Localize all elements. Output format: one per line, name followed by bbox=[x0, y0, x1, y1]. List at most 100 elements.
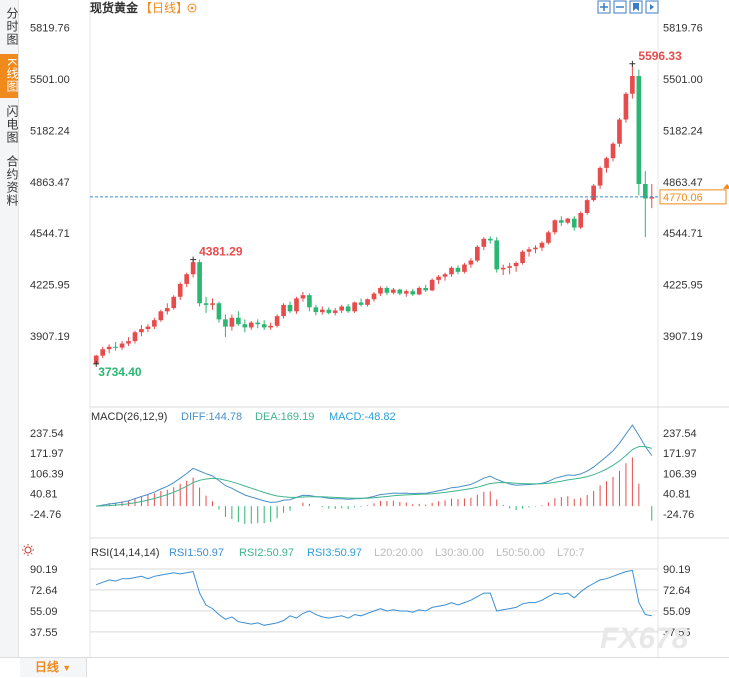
candle-body bbox=[332, 310, 338, 313]
price-axis-tick-left: 4863.47 bbox=[30, 177, 70, 189]
candle-body bbox=[319, 309, 325, 313]
candle-body bbox=[442, 274, 448, 277]
candle-body bbox=[487, 238, 493, 241]
candle-body bbox=[171, 296, 177, 309]
candle-body bbox=[429, 279, 435, 291]
price-axis-tick-left: 3907.19 bbox=[30, 331, 70, 343]
last-price-box bbox=[659, 189, 727, 205]
rsi-axis-tick-left: 90.19 bbox=[30, 564, 58, 576]
candle-body bbox=[475, 246, 480, 261]
candle-body bbox=[248, 322, 254, 328]
macd-title: MACD(26,12,9) bbox=[91, 411, 167, 423]
candle-body bbox=[197, 262, 202, 304]
l30-legend: L30:30.00 bbox=[435, 547, 484, 559]
candle-body bbox=[358, 302, 364, 305]
candle-body bbox=[352, 302, 357, 312]
candle-body bbox=[526, 249, 532, 252]
candle-body bbox=[604, 158, 609, 168]
local-high-label: 4381.29 bbox=[199, 245, 243, 259]
tab-flash-chart[interactable]: 闪电图 bbox=[5, 104, 19, 144]
rsi-axis-tick-right: 90.19 bbox=[663, 564, 691, 576]
price-axis-tick-right: 4863.47 bbox=[663, 177, 703, 189]
candle-body bbox=[462, 264, 467, 272]
bottom-bar: 日线 ▼ bbox=[0, 657, 729, 677]
bookmark-icon[interactable] bbox=[629, 0, 643, 14]
tab-contract-info[interactable]: 合约资料 bbox=[5, 155, 19, 207]
exit-icon[interactable] bbox=[645, 0, 659, 14]
tab-kline[interactable]: K线图 bbox=[0, 54, 19, 98]
candle-body bbox=[546, 232, 551, 243]
candle-body bbox=[236, 317, 241, 325]
candle-body bbox=[365, 299, 370, 305]
candle-body bbox=[216, 303, 222, 320]
rsi3-legend: RSI3:50.97 bbox=[307, 547, 362, 559]
candle-body bbox=[636, 76, 642, 184]
candle-body bbox=[642, 183, 648, 199]
candle-body bbox=[261, 324, 267, 328]
candle-body bbox=[210, 303, 215, 305]
candle-body bbox=[455, 267, 461, 272]
macd-axis-tick-right: -24.76 bbox=[663, 509, 694, 521]
gear-icon[interactable] bbox=[187, 3, 197, 13]
candle-body bbox=[617, 119, 622, 144]
tab-time-sharing[interactable]: 分时图 bbox=[5, 6, 19, 46]
candle-body bbox=[468, 260, 474, 265]
macd-value-legend: MACD:-48.82 bbox=[329, 411, 396, 423]
candle-body bbox=[597, 167, 603, 186]
period-selector-button[interactable]: 日线 ▼ bbox=[20, 658, 87, 677]
rsi-axis-tick-left: 72.64 bbox=[30, 585, 58, 597]
candle-body bbox=[533, 247, 538, 250]
price-axis-tick-right: 4225.95 bbox=[663, 280, 703, 292]
candle-body bbox=[410, 291, 416, 295]
candle-body bbox=[397, 289, 403, 294]
candle-body bbox=[281, 304, 286, 317]
candle-body bbox=[268, 325, 273, 328]
candle-body bbox=[500, 267, 506, 270]
rsi-title: RSI(14,14,14) bbox=[91, 547, 159, 559]
price-axis-tick-right: 5819.76 bbox=[663, 23, 703, 35]
candle-body bbox=[623, 93, 629, 120]
candle-body bbox=[164, 308, 170, 312]
candle-body bbox=[113, 346, 118, 348]
candle-body bbox=[436, 276, 441, 280]
candle-body bbox=[345, 306, 351, 312]
candle-body bbox=[416, 287, 422, 295]
candle-body bbox=[559, 220, 564, 223]
l20-legend: L20:20.00 bbox=[374, 547, 423, 559]
candle-body bbox=[630, 76, 635, 94]
candle-body bbox=[203, 303, 209, 305]
price-axis-tick-left: 5819.76 bbox=[30, 23, 70, 35]
zoom-in-icon[interactable] bbox=[597, 0, 611, 14]
candle-body bbox=[190, 262, 196, 275]
candle-body bbox=[571, 218, 577, 228]
price-axis-tick-right: 4544.71 bbox=[663, 228, 703, 240]
high-marker bbox=[629, 60, 636, 67]
price-axis-tick-right: 3907.19 bbox=[663, 331, 703, 343]
last-price-arrow-icon bbox=[723, 183, 729, 189]
candle-body bbox=[578, 213, 584, 228]
macd-axis-tick-right: 106.39 bbox=[663, 468, 697, 480]
l70-legend: L70:7 bbox=[557, 547, 585, 559]
price-axis-tick-right: 5182.24 bbox=[663, 125, 703, 137]
sun-icon[interactable] bbox=[22, 544, 34, 556]
candle-body bbox=[313, 307, 319, 313]
macd-axis-tick-left: 40.81 bbox=[30, 489, 58, 501]
candle-body bbox=[326, 309, 332, 313]
candle-body bbox=[145, 326, 151, 330]
candle-body bbox=[565, 218, 571, 223]
candle-body bbox=[242, 324, 248, 328]
chart-title: 现货黄金 bbox=[90, 0, 139, 15]
period-badge: 【日线】 bbox=[140, 1, 188, 15]
zoom-out-icon[interactable] bbox=[613, 0, 627, 14]
candle-body bbox=[184, 274, 189, 284]
price-chart[interactable]: 5819.76 5819.76 5501.00 5501.00 5182.24 5182.… bbox=[18, 0, 729, 657]
price-axis-tick-left: 5501.00 bbox=[30, 74, 70, 86]
rsi-axis-tick-right: 55.09 bbox=[663, 606, 691, 618]
candle-body bbox=[481, 238, 487, 247]
candle-body bbox=[539, 242, 545, 248]
candle-body bbox=[177, 283, 183, 297]
candle-body bbox=[520, 251, 525, 263]
candle-body bbox=[513, 262, 519, 267]
candle-body bbox=[378, 287, 383, 294]
candle-body bbox=[494, 240, 500, 270]
